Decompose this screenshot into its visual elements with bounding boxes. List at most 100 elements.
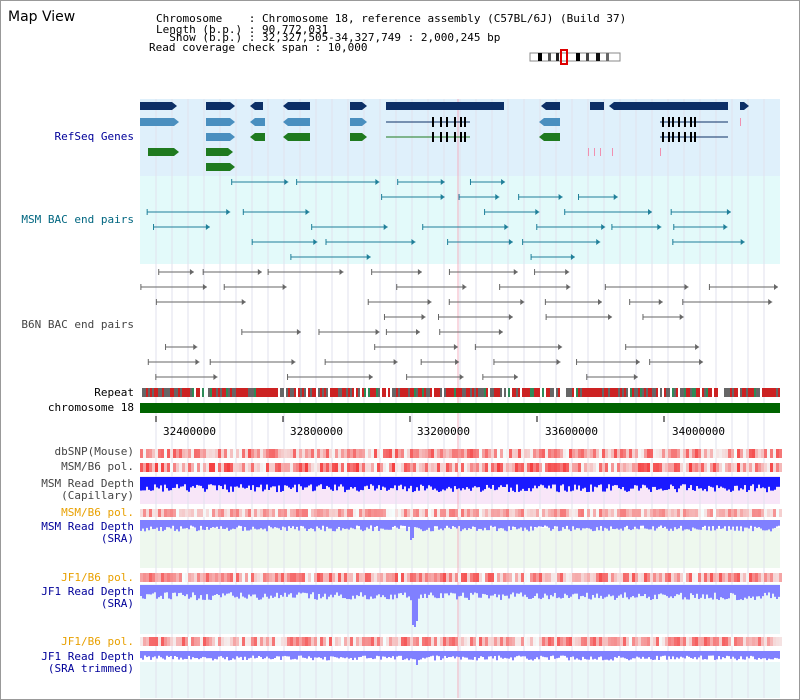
repeat-mark [748, 388, 750, 397]
repeat-mark [614, 388, 616, 397]
heat-cell [548, 637, 551, 646]
depth-bar [148, 585, 150, 595]
depth-bar [738, 651, 740, 659]
heat-cell [668, 463, 671, 472]
repeat-mark [558, 388, 560, 397]
heat-cell [488, 509, 491, 517]
heat-cell [410, 637, 413, 646]
depth-bar [404, 651, 406, 660]
depth-bar [218, 585, 220, 596]
depth-bar [252, 585, 254, 595]
depth-bar [312, 520, 314, 529]
depth-bar [328, 585, 330, 597]
depth-bar [596, 520, 598, 528]
repeat-mark [562, 388, 564, 397]
heat-cell [779, 573, 782, 582]
heat-cell [446, 463, 449, 472]
heat-cell [743, 509, 746, 517]
repeat-mark [572, 388, 574, 397]
heat-cell [254, 573, 257, 582]
heat-cell [566, 573, 569, 582]
heat-cell [302, 573, 305, 582]
heat-cell [668, 573, 671, 582]
heat-cell [488, 573, 491, 582]
depth-bar [536, 651, 538, 658]
depth-bar [418, 651, 420, 661]
repeat-mark [564, 388, 566, 397]
heat-cell [668, 637, 671, 646]
heat-cell [656, 637, 659, 646]
heat-cell [473, 573, 476, 582]
depth-bar [314, 520, 316, 532]
heat-cell [722, 509, 725, 517]
depth-bar [634, 585, 636, 598]
heat-cell [755, 449, 758, 458]
heat-cell [461, 449, 464, 458]
depth-bar [652, 520, 654, 527]
heat-cell [245, 637, 248, 646]
bac-end [375, 329, 380, 335]
depth-bar [676, 585, 678, 595]
heat-cell [473, 509, 476, 517]
depth-bar [186, 651, 188, 660]
heat-cell [710, 573, 713, 582]
depth-bar [188, 651, 190, 656]
depth-bar [630, 520, 632, 531]
depth-bar [342, 477, 344, 487]
heat-cell [233, 463, 236, 472]
depth-bar [320, 520, 322, 530]
depth-bar [264, 585, 266, 594]
heat-cell [386, 449, 389, 458]
heat-cell [491, 637, 494, 646]
bac-end [393, 359, 398, 365]
heat-cell [752, 573, 755, 582]
gene-exon [464, 117, 466, 127]
depth-bar [244, 520, 246, 528]
gene-mark [588, 148, 589, 156]
depth-bar [748, 520, 750, 529]
heat-cell [500, 463, 503, 472]
repeat-mark [438, 388, 440, 397]
heat-cell [707, 509, 710, 517]
heat-cell [338, 463, 341, 472]
heat-cell [731, 449, 734, 458]
repeat-mark [196, 388, 198, 397]
repeat-mark [722, 388, 724, 397]
depth-bar [370, 520, 372, 526]
heat-cell [398, 449, 401, 458]
repeat-mark [172, 388, 174, 397]
depth-bar [658, 585, 660, 595]
heat-cell [272, 449, 275, 458]
depth-bar [658, 520, 660, 527]
depth-bar [566, 585, 568, 596]
heat-cell [722, 449, 725, 458]
heat-cell [152, 509, 155, 517]
depth-bar [436, 585, 438, 599]
depth-bar [440, 520, 442, 529]
heat-cell [728, 573, 731, 582]
depth-bar [312, 585, 314, 593]
depth-bar [458, 585, 460, 597]
gene-exon [740, 102, 744, 110]
heat-cell [449, 509, 452, 517]
depth-bar [388, 477, 390, 490]
depth-bar [666, 585, 668, 597]
repeat-mark [272, 388, 274, 397]
heat-cell [410, 463, 413, 472]
depth-bar [560, 585, 562, 599]
depth-bar [480, 477, 482, 492]
depth-bar [564, 585, 566, 594]
repeat-mark [482, 388, 484, 397]
heat-cell [410, 449, 413, 458]
bac-end [684, 284, 689, 290]
repeat-mark [428, 388, 430, 397]
heat-cell [143, 637, 146, 646]
depth-bar [404, 477, 406, 487]
repeat-mark [662, 388, 664, 397]
repeat-mark [204, 388, 206, 397]
depth-bar [170, 520, 172, 529]
repeat-mark [560, 388, 562, 397]
heat-cell [338, 449, 341, 458]
depth-bar [194, 585, 196, 596]
